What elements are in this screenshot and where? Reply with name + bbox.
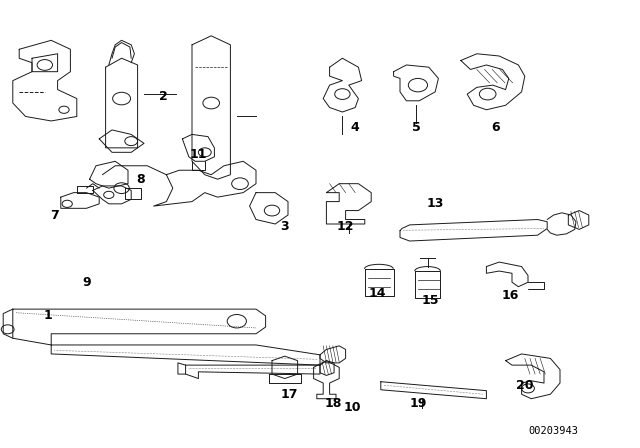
Text: 18: 18 [324, 396, 342, 410]
Text: 3: 3 [280, 220, 289, 233]
Text: 2: 2 [159, 90, 168, 103]
Text: 19: 19 [409, 396, 427, 410]
Text: 15: 15 [421, 293, 439, 307]
Text: 8: 8 [136, 172, 145, 186]
Text: 14: 14 [369, 287, 387, 300]
Text: 11: 11 [189, 148, 207, 161]
Text: 00203943: 00203943 [529, 426, 579, 436]
Text: 20: 20 [516, 379, 534, 392]
Text: 10: 10 [343, 401, 361, 414]
Text: 7: 7 [50, 208, 59, 222]
Text: 1: 1 [44, 309, 52, 323]
Text: 4: 4 [351, 121, 360, 134]
Text: 5: 5 [412, 121, 420, 134]
Text: 16: 16 [502, 289, 520, 302]
Text: 12: 12 [337, 220, 355, 233]
Text: 17: 17 [280, 388, 298, 401]
Text: 6: 6 [492, 121, 500, 134]
Text: 13: 13 [426, 197, 444, 211]
Text: 9: 9 [82, 276, 91, 289]
